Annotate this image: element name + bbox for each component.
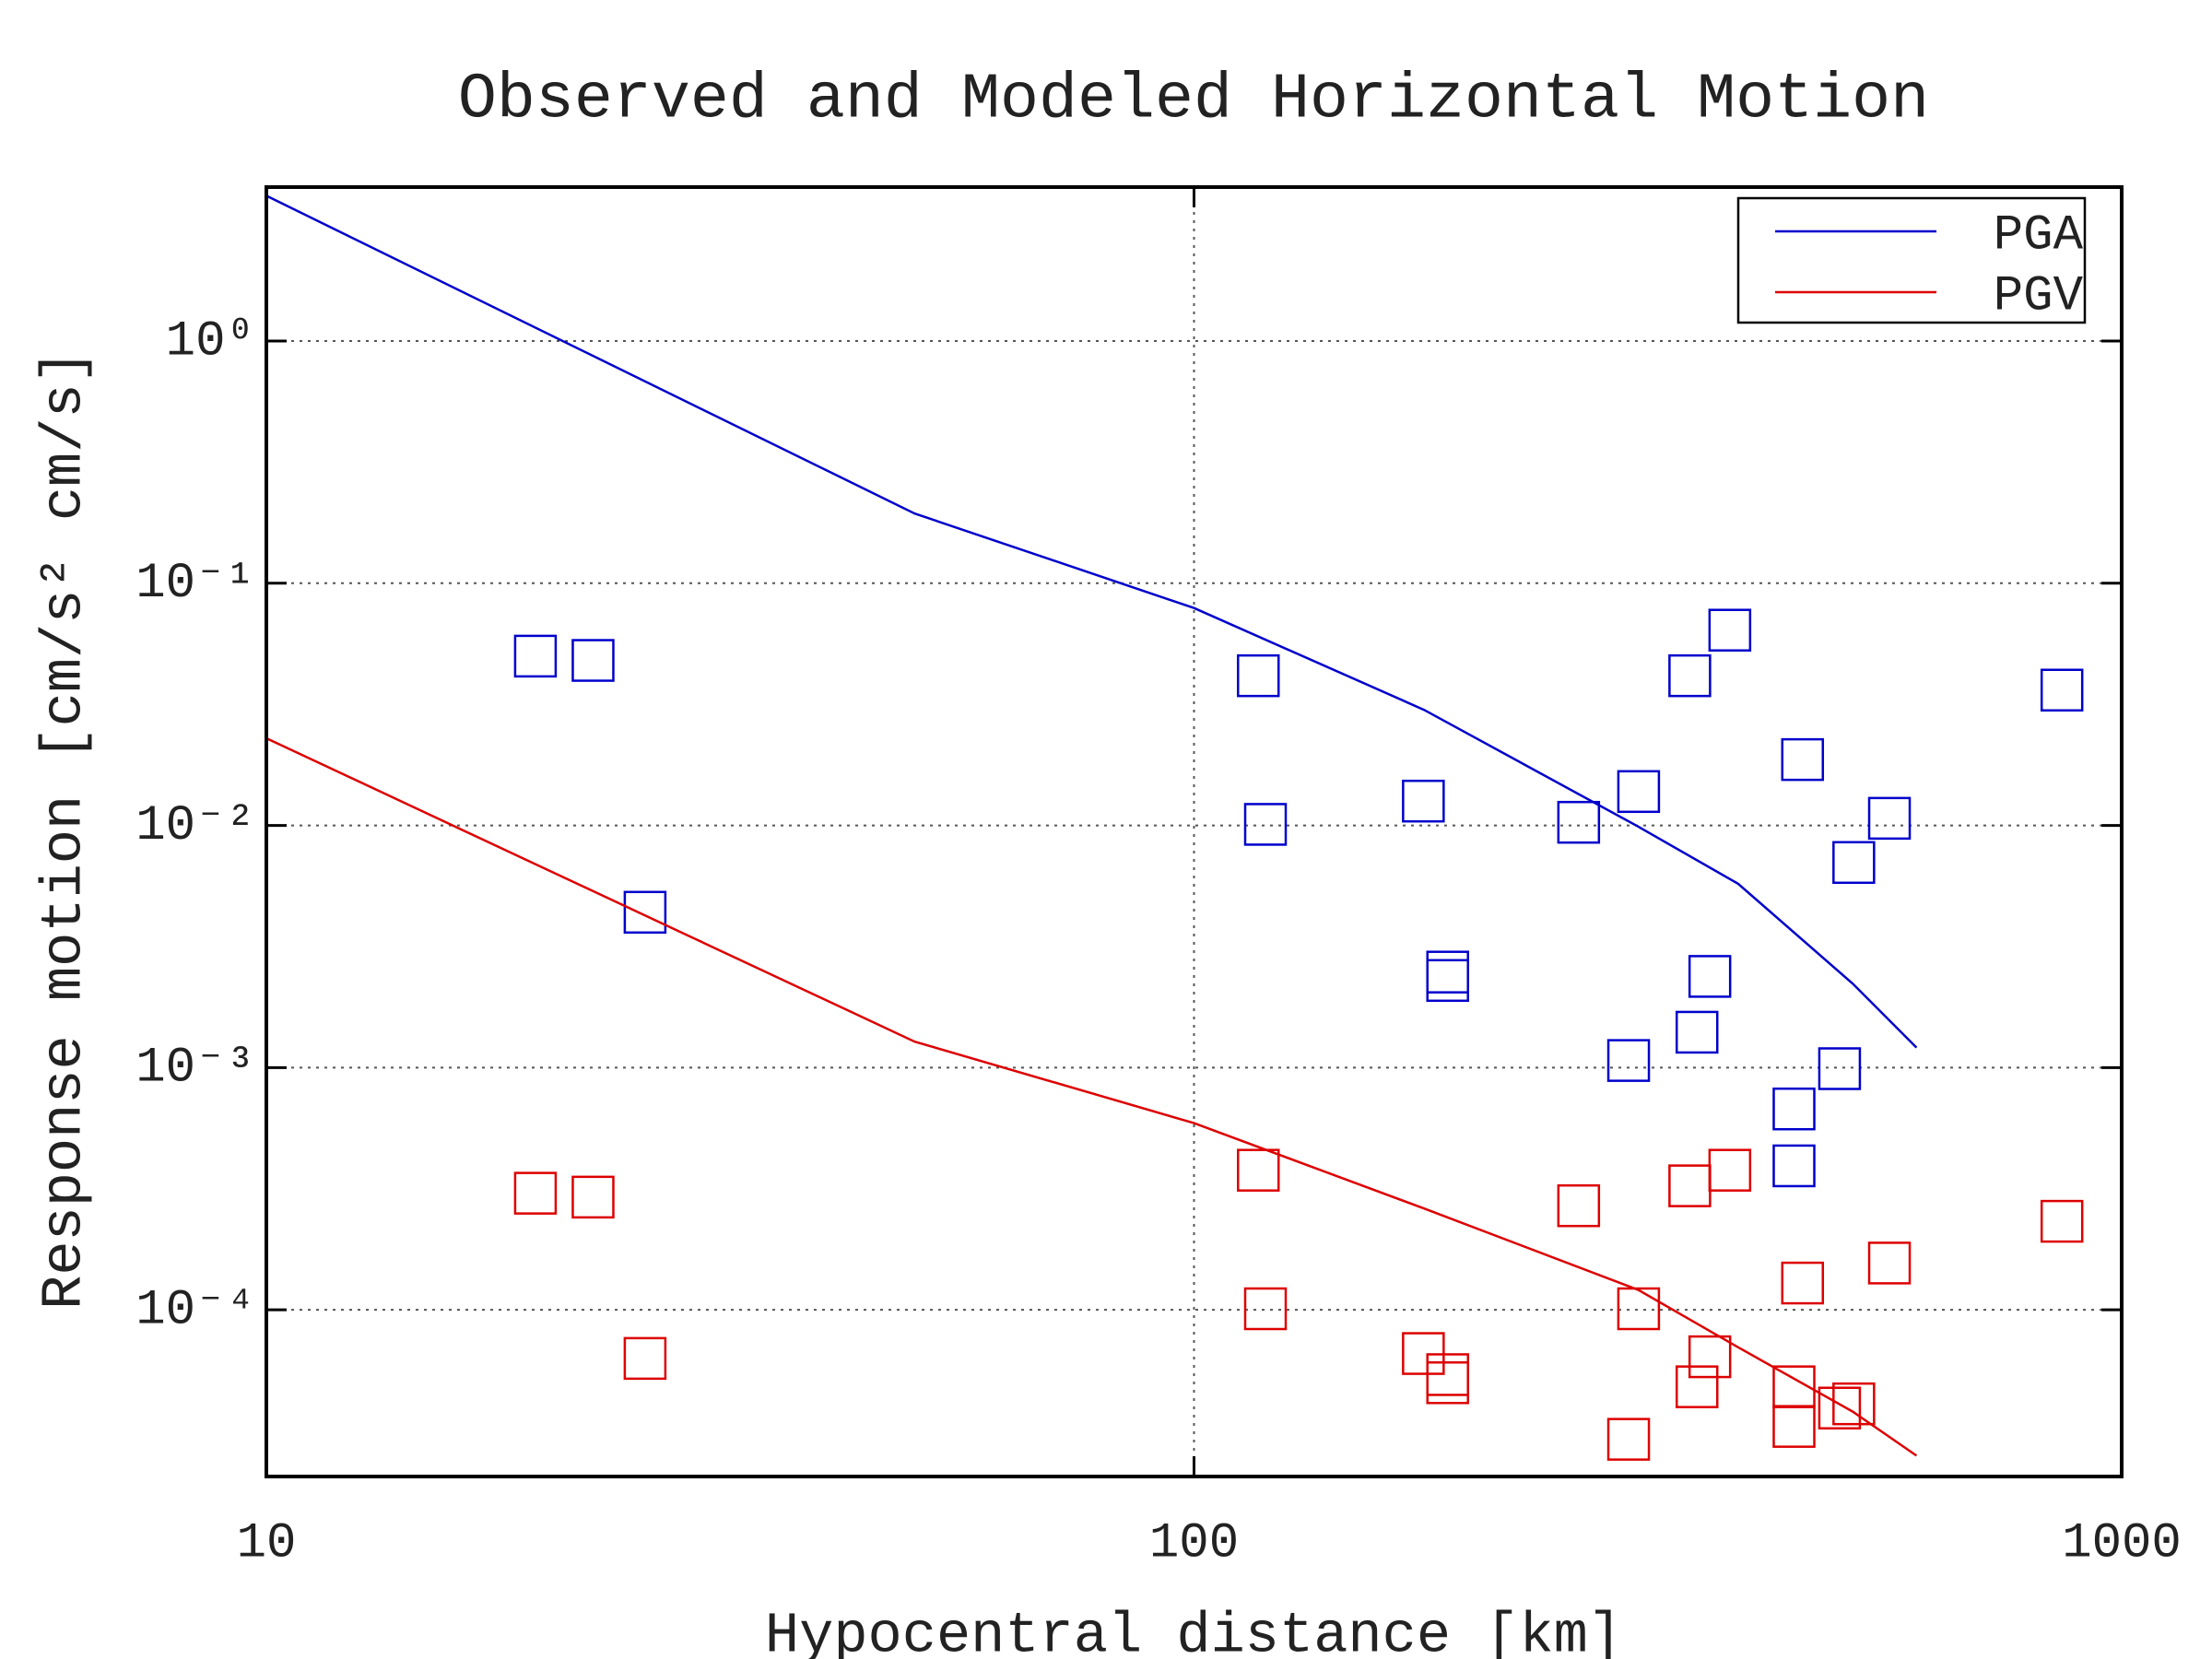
observed-point [1781, 1261, 1825, 1305]
observed-point [1617, 770, 1661, 814]
observed-point [1818, 1386, 1862, 1430]
observed-point [2040, 668, 2084, 712]
x-tick-label: 1000 [2062, 1515, 2182, 1571]
y-tick-label: 10⁻¹ [135, 556, 255, 612]
x-axis-label: Hypocentral distance [km] [765, 1603, 1622, 1659]
observed-point [2040, 1199, 2084, 1243]
legend-label: PGA [1994, 207, 2084, 264]
observed-point [1867, 1241, 1912, 1285]
observed-point [1688, 1335, 1732, 1379]
x-tick-label: 100 [1149, 1515, 1239, 1571]
observed-point [1708, 1148, 1752, 1192]
observed-point [1675, 1010, 1719, 1054]
observed-point [513, 634, 558, 678]
x-tick-label: 10 [237, 1515, 297, 1571]
observed-point [1426, 1360, 1469, 1405]
observed-point [1617, 1287, 1661, 1331]
observed-point [571, 1175, 615, 1219]
observed-point [1818, 1047, 1862, 1090]
observed-point [1557, 800, 1601, 844]
observed-point [1772, 1405, 1816, 1448]
observed-point [1668, 653, 1712, 698]
observed-point [513, 1171, 558, 1215]
y-tick-label: 10⁰ [166, 313, 255, 370]
y-axis-label: Response motion [cm/s² cm/s] [31, 349, 97, 1310]
observed-point [623, 1336, 667, 1381]
observed-point [1236, 653, 1280, 698]
observed-point [1708, 608, 1752, 652]
observed-point [1426, 959, 1469, 1003]
observed-point [1606, 1039, 1651, 1082]
observed-point [1688, 955, 1732, 998]
observed-point [1781, 737, 1825, 782]
observed-point [1606, 1418, 1651, 1461]
observed-point [1236, 1148, 1280, 1192]
y-tick-label: 10⁻⁴ [135, 1282, 255, 1338]
observed-point [1867, 796, 1912, 841]
observed-point [571, 639, 615, 682]
observed-point [1832, 1382, 1876, 1426]
observed-point [1832, 841, 1876, 885]
y-tick-label: 10⁻³ [135, 1041, 255, 1097]
legend-box [1736, 196, 2087, 324]
observed-point [1243, 1287, 1288, 1331]
observed-point [1675, 1365, 1719, 1408]
observed-point [623, 890, 667, 935]
plot-frame [265, 185, 2124, 1478]
model-line [265, 194, 1918, 1049]
observed-point [1402, 779, 1445, 823]
legend-label: PGV [1994, 268, 2084, 324]
chart-title: Observed and Modeled Horizontal Motion [458, 64, 1929, 136]
y-tick-label: 10⁻² [135, 798, 255, 854]
observed-point [1772, 1144, 1816, 1188]
observed-point [1772, 1087, 1816, 1131]
observed-point [1557, 1183, 1601, 1228]
observed-point [1243, 803, 1288, 846]
